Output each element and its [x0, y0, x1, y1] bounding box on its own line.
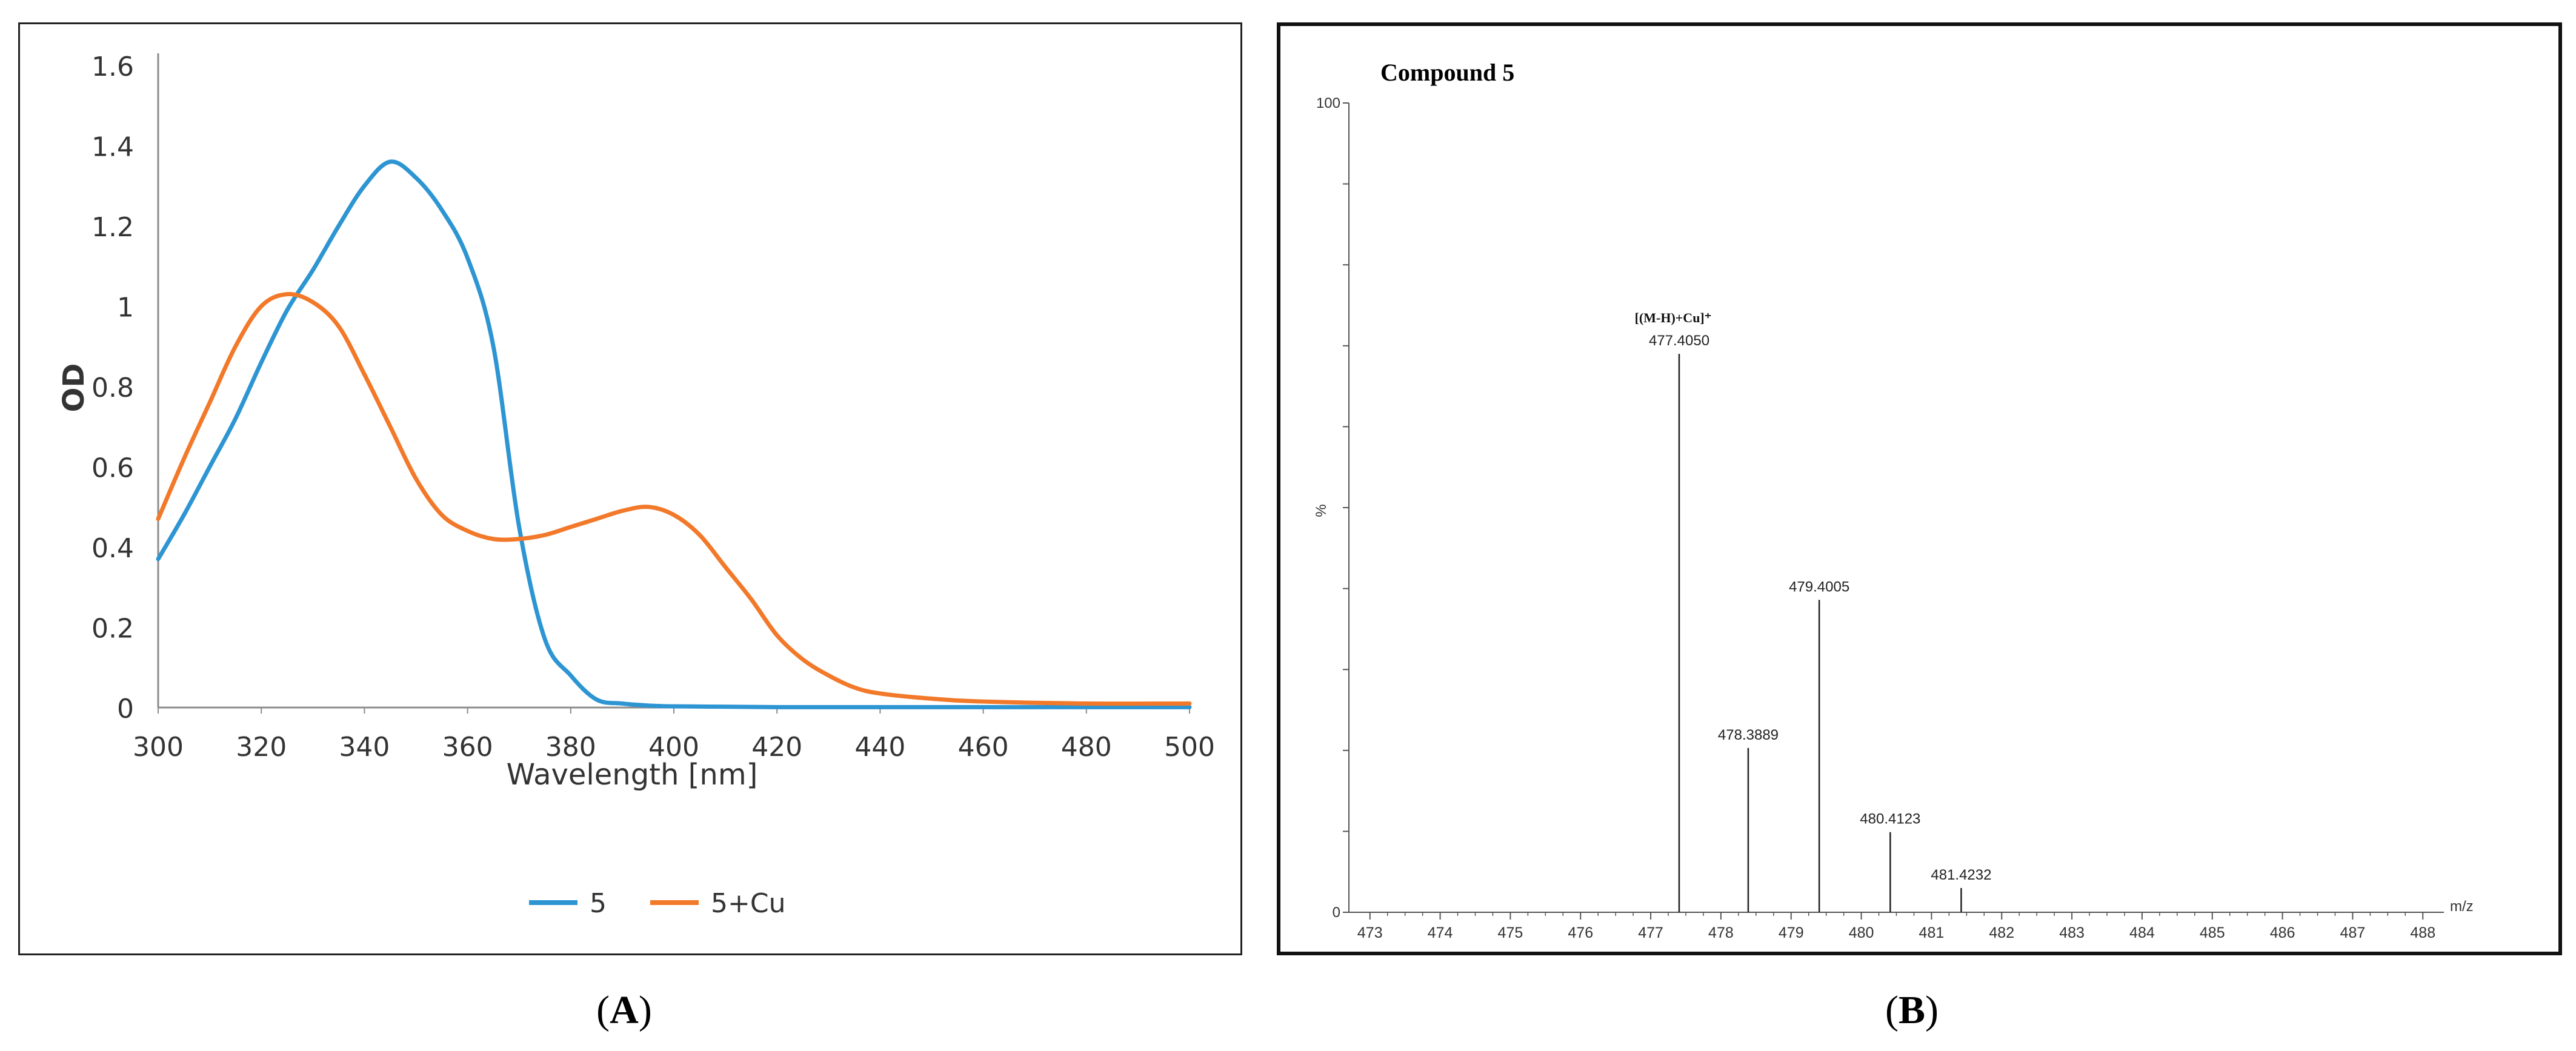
y-axis-title: OD	[57, 363, 91, 413]
x-tick-label: 487	[2340, 924, 2366, 941]
y-tick-label: 0	[1333, 904, 1340, 921]
x-tick-label: 360	[442, 732, 493, 763]
x-tick-label: 320	[236, 732, 287, 763]
y-tick-label: 0.8	[92, 373, 134, 403]
legend-label: 5	[590, 888, 607, 919]
x-tick-label: 473	[1357, 924, 1383, 941]
y-axis-title: %	[1313, 504, 1330, 517]
y-tick-label: 1.4	[92, 132, 134, 163]
y-tick-label: 1.2	[92, 212, 134, 243]
peak-label: 480.4123	[1860, 811, 1920, 827]
x-axis-title: Wavelength [nm]	[507, 758, 758, 792]
x-tick-label: 485	[2200, 924, 2225, 941]
series-line-5-cu	[156, 292, 1192, 706]
x-tick-label: 480	[1849, 924, 1874, 941]
x-tick-label: 481	[1919, 924, 1945, 941]
y-tick-label: 0	[117, 694, 134, 724]
x-tick-label: 477	[1638, 924, 1663, 941]
y-tick-label: 1.6	[92, 51, 134, 82]
peak-label: 477.4050	[1649, 333, 1709, 349]
x-tick-label: 479	[1779, 924, 1804, 941]
y-tick-label: 0.4	[92, 533, 134, 564]
x-tick-label: 440	[854, 732, 905, 763]
x-tick-label: 483	[2059, 924, 2085, 941]
chart-title: Compound 5	[1380, 59, 1514, 86]
x-tick-label: 420	[751, 732, 802, 763]
x-tick-label: 340	[339, 732, 390, 763]
x-tick-label: 482	[1989, 924, 2014, 941]
chart-panel-a: 0 0.2 0.4 0.6 0.8 1 1.2 1.4 1.6 300 320 340 360 380 40…	[18, 22, 1242, 955]
mass-spectrum-chart: Compound 5 100 0% 473 474 475 476 477 478 479 480 4…	[1313, 59, 2474, 941]
x-tick-label: 474	[1428, 924, 1453, 941]
peak-label: 478.3889	[1718, 727, 1779, 743]
x-tick-label: 484	[2129, 924, 2155, 941]
x-tick-label: 476	[1568, 924, 1593, 941]
x-tick-label: 500	[1164, 732, 1215, 763]
y-tick-label: 100	[1316, 95, 1340, 111]
caption-b: (B)	[1885, 988, 1939, 1032]
y-tick-label: 1	[117, 293, 134, 323]
chart-panel-b: Compound 5 100 0% 473 474 475 476 477 478 479 480 4…	[1277, 22, 2562, 955]
caption-a-letter: A	[610, 988, 639, 1032]
caption-b-letter: B	[1898, 988, 1926, 1032]
peak-label: 479.4005	[1789, 579, 1849, 595]
x-tick-label: 486	[2270, 924, 2295, 941]
x-tick-label: 400	[648, 732, 699, 763]
legend-label: 5+Cu	[711, 888, 785, 919]
caption-a: (A)	[596, 988, 652, 1032]
x-tick-label: 488	[2410, 924, 2435, 941]
y-tick-label: 0.6	[92, 453, 134, 484]
x-tick-label: 300	[133, 732, 184, 763]
x-axis-title: m/z	[2450, 898, 2474, 915]
series-line-5	[156, 159, 1192, 709]
x-tick-label: 460	[958, 732, 1009, 763]
x-tick-label: 480	[1061, 732, 1112, 763]
peak-label: 481.4232	[1931, 867, 1991, 883]
peak-annotation: [(M-H)+Cu]⁺	[1635, 310, 1712, 325]
uv-vis-chart: 0 0.2 0.4 0.6 0.8 1 1.2 1.4 1.6 300 320 340 360 380 40…	[57, 51, 1215, 919]
x-tick-label: 380	[545, 732, 596, 763]
x-tick-label: 478	[1708, 924, 1734, 941]
x-tick-label: 475	[1498, 924, 1523, 941]
y-tick-label: 0.2	[92, 614, 134, 645]
